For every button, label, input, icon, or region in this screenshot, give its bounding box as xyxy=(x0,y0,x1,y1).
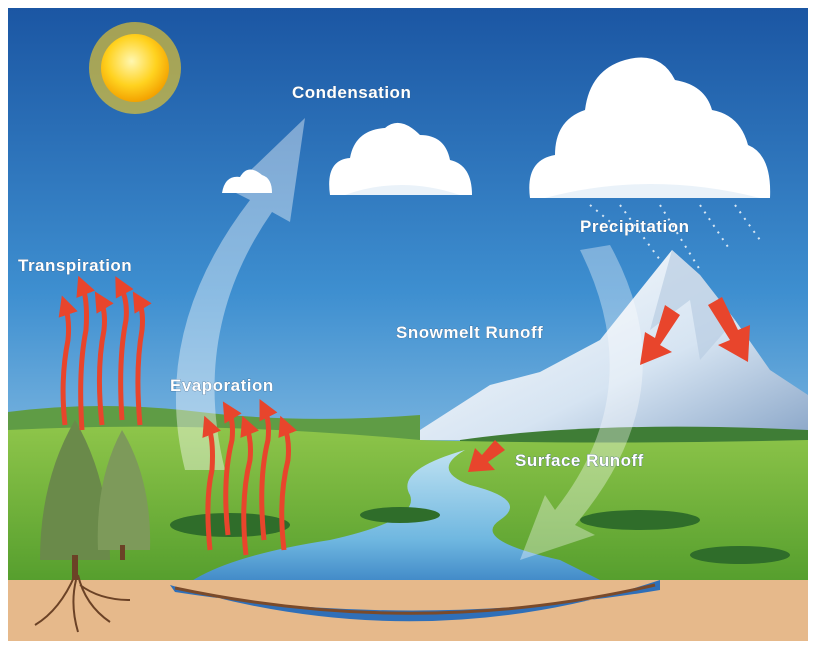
sun xyxy=(89,22,181,114)
clouds xyxy=(222,57,771,198)
evaporation-label: Evaporation xyxy=(170,376,274,395)
precipitation-label: Precipitation xyxy=(580,217,689,236)
snowmelt-runoff-label: Snowmelt Runoff xyxy=(396,323,543,342)
transpiration-label: Transpiration xyxy=(18,256,132,275)
labels: Condensation Precipitation Transpiration Ev… xyxy=(18,83,690,471)
surface-runoff-label: Surface Runoff xyxy=(515,451,644,470)
condensation-label: Condensation xyxy=(292,83,411,102)
background xyxy=(8,8,808,641)
